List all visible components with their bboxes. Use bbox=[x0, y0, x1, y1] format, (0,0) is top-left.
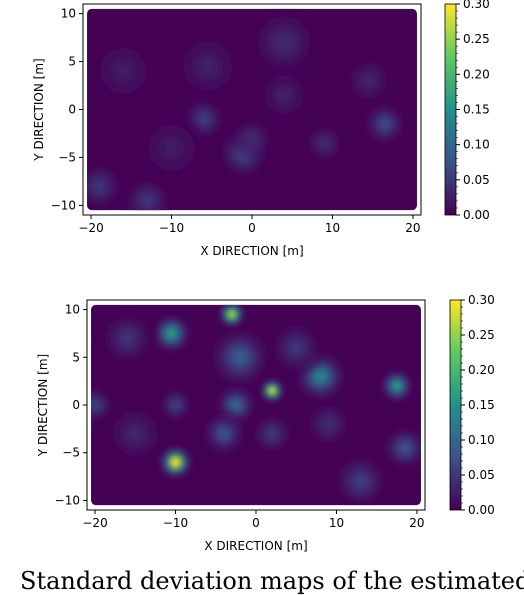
y-tick-label: −10 bbox=[55, 493, 80, 507]
heatmap-hotspot bbox=[95, 305, 160, 371]
x-tick-label: −20 bbox=[78, 221, 103, 235]
y-tick-label: 0 bbox=[72, 398, 80, 412]
x-tick-label: −10 bbox=[163, 516, 188, 530]
colorbar-tick-label: 0.05 bbox=[468, 468, 495, 482]
x-tick-label: −20 bbox=[82, 516, 107, 530]
heatmap-field bbox=[87, 8, 417, 211]
x-tick-label: 10 bbox=[325, 221, 340, 235]
x-tick-label: 20 bbox=[405, 221, 420, 235]
colorbar-tick-label: 0.30 bbox=[463, 0, 490, 11]
colorbar-tick-label: 0.15 bbox=[468, 398, 495, 412]
y-tick-label: 10 bbox=[65, 303, 80, 317]
heatmap-hotspot bbox=[99, 398, 171, 470]
y-tick-label: 0 bbox=[68, 103, 76, 117]
colorbar-tick-label: 0.20 bbox=[468, 363, 495, 377]
figure-caption: Standard deviation maps of the estimated… bbox=[20, 567, 524, 595]
colorbar-tick-label: 0.20 bbox=[463, 67, 490, 81]
colorbar-tick-label: 0.05 bbox=[463, 173, 490, 187]
y-tick-label: 5 bbox=[68, 55, 76, 69]
heatmap-hotspot bbox=[252, 62, 317, 128]
heatmap-hotspot bbox=[379, 422, 421, 474]
y-tick-label: −5 bbox=[58, 150, 76, 164]
y-tick-label: −5 bbox=[62, 446, 80, 460]
heatmap-hotspot bbox=[87, 157, 129, 211]
y-tick-label: 10 bbox=[61, 7, 76, 21]
heatmap-hotspot bbox=[299, 395, 358, 454]
heatmap-hotspot bbox=[87, 30, 164, 112]
y-tick-label: 5 bbox=[72, 350, 80, 364]
colorbar-tick-label: 0.30 bbox=[468, 293, 495, 307]
x-axis-label: X DIRECTION [m] bbox=[204, 539, 307, 553]
x-tick-label: 10 bbox=[329, 516, 344, 530]
heatmap-hotspot bbox=[246, 407, 298, 460]
heatmap-hotspot bbox=[339, 51, 398, 110]
heatmap-hotspot bbox=[198, 407, 250, 460]
y-axis-label: Y DIRECTION [m] bbox=[32, 58, 46, 161]
colorbar-tick-label: 0.10 bbox=[463, 138, 490, 152]
heatmap-hotspot bbox=[204, 321, 276, 393]
heatmap-hotspot bbox=[257, 376, 287, 406]
heatmap-hotspot bbox=[328, 449, 393, 506]
heatmap-hotspot bbox=[167, 26, 248, 107]
heatmap-hotspot bbox=[148, 310, 195, 356]
colorbar bbox=[444, 3, 457, 216]
colorbar-tick-label: 0.10 bbox=[468, 433, 495, 447]
x-tick-label: 0 bbox=[252, 516, 260, 530]
heatmap-hotspot bbox=[226, 112, 278, 165]
x-axis-label: X DIRECTION [m] bbox=[200, 244, 303, 258]
heatmap-hotspot bbox=[131, 107, 212, 189]
x-tick-label: 0 bbox=[248, 221, 256, 235]
colorbar-tick-label: 0.25 bbox=[468, 328, 495, 342]
heatmap-hotspot bbox=[243, 8, 325, 83]
heatmap-hotspot bbox=[264, 315, 329, 380]
x-tick-label: 20 bbox=[409, 516, 424, 530]
heatmap-hotspot bbox=[377, 366, 417, 406]
colorbar-tick-label: 0.15 bbox=[463, 103, 490, 117]
heatmap-hotspot bbox=[300, 118, 349, 168]
colorbar-tick-label: 0.25 bbox=[463, 32, 490, 46]
colorbar-tick-label: 0.00 bbox=[468, 503, 495, 517]
heatmap-field bbox=[91, 304, 421, 506]
heatmap-hotspot bbox=[156, 442, 195, 482]
colorbar bbox=[449, 299, 462, 511]
y-tick-label: −10 bbox=[51, 198, 76, 212]
colorbar-tick-label: 0.00 bbox=[463, 208, 490, 222]
heatmap-hotspot bbox=[359, 98, 411, 150]
x-tick-label: −10 bbox=[159, 221, 184, 235]
y-axis-label: Y DIRECTION [m] bbox=[36, 354, 50, 457]
